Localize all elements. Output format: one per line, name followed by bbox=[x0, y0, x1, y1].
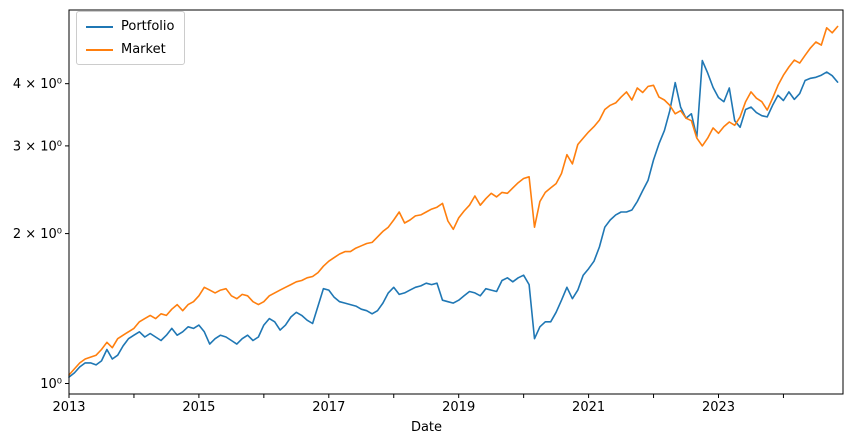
x-tick-label: 2023 bbox=[702, 400, 735, 415]
y-tick-label: 2 × 10⁰ bbox=[13, 227, 62, 242]
series-line-portfolio bbox=[68, 59, 839, 378]
x-tick-label: 2021 bbox=[572, 400, 605, 415]
x-tick-label: 2015 bbox=[182, 400, 215, 415]
legend: Portfolio Market bbox=[76, 11, 186, 65]
portfolio-line-sample bbox=[86, 25, 113, 28]
legend-entry-portfolio: Portfolio bbox=[86, 18, 174, 35]
market-legend-label: Market bbox=[121, 42, 166, 57]
portfolio-legend-label: Portfolio bbox=[121, 19, 175, 34]
x-tick-label: 2019 bbox=[442, 400, 475, 415]
x-tick-label: 2013 bbox=[52, 400, 85, 415]
x-tick-label: 2017 bbox=[312, 400, 345, 415]
x-axis-label: Date bbox=[410, 420, 443, 435]
y-tick-label: 3 × 10⁰ bbox=[13, 139, 62, 154]
y-tick-label: 4 × 10⁰ bbox=[13, 77, 62, 92]
y-tick-label: 10⁰ bbox=[40, 377, 62, 392]
legend-entry-market: Market bbox=[86, 41, 174, 58]
axes-spines bbox=[68, 9, 844, 395]
market-line-sample bbox=[86, 48, 113, 51]
series-line-market bbox=[68, 25, 839, 376]
